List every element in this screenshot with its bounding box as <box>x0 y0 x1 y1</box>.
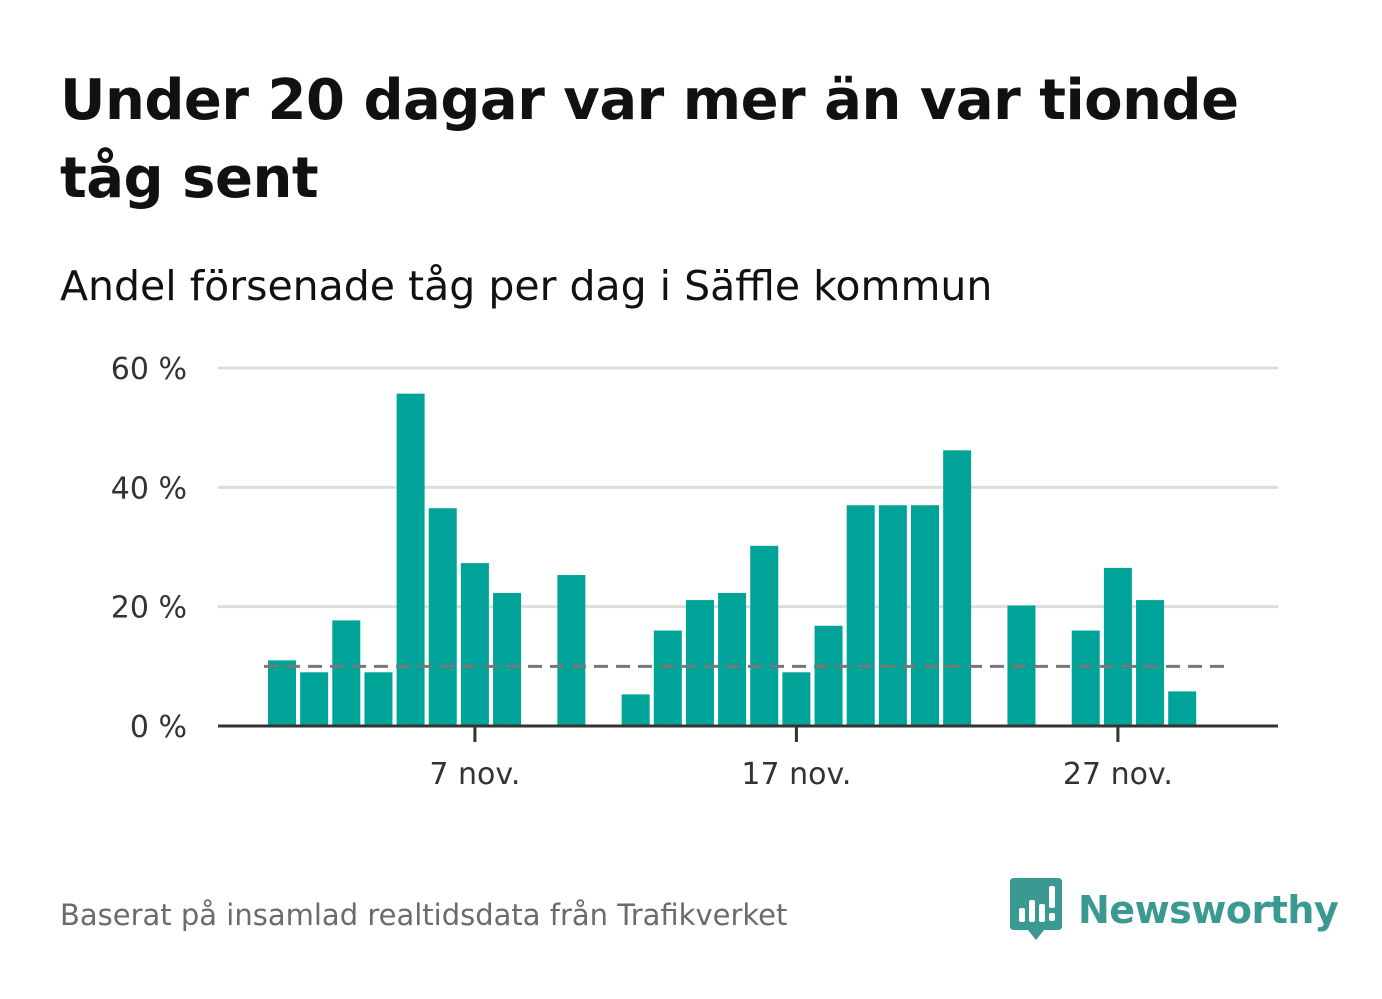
bar <box>750 545 779 726</box>
bar <box>878 505 907 726</box>
brand-name: Newsworthy <box>1078 888 1339 932</box>
chart-subtitle: Andel försenade tåg per dag i Säffle kom… <box>60 262 993 310</box>
newsworthy-chart-bubble-icon <box>1010 878 1062 940</box>
bars <box>268 393 1197 726</box>
x-tick-label: 17 nov. <box>741 757 851 792</box>
x-tick-label: 27 nov. <box>1063 757 1173 792</box>
y-tick-label: 0 % <box>130 710 187 745</box>
bar <box>493 592 522 726</box>
bar <box>621 694 650 726</box>
bar <box>460 563 489 726</box>
bar <box>846 505 875 726</box>
bar <box>1071 630 1100 726</box>
bar <box>557 575 586 726</box>
axes: 0 % 20 % 40 % 60 % 7 nov. 17 nov. 27 nov. <box>111 352 1278 792</box>
bar <box>1103 567 1132 726</box>
bar <box>814 625 843 726</box>
bar <box>782 672 811 726</box>
y-tick-label: 40 % <box>111 471 187 506</box>
newsworthy-logo: Newsworthy <box>1010 878 1339 942</box>
bar <box>396 393 425 726</box>
grid-lines <box>218 366 1278 609</box>
bar <box>685 600 714 726</box>
source-note: Baserat på insamlad realtidsdata från Tr… <box>60 898 788 932</box>
bar <box>268 660 296 726</box>
y-tick-label: 60 % <box>111 352 187 387</box>
bar <box>718 592 747 726</box>
bar <box>364 672 393 726</box>
bar <box>428 508 457 726</box>
bar <box>653 630 682 726</box>
bar <box>1168 691 1197 726</box>
x-tick-label: 7 nov. <box>429 757 520 792</box>
bar <box>1136 600 1165 726</box>
bar <box>332 620 361 726</box>
chart-title: Under 20 dagar var mer än var tionde tåg… <box>60 68 1239 211</box>
bar <box>300 672 329 726</box>
bar <box>911 505 939 726</box>
y-tick-label: 20 % <box>111 591 187 626</box>
bar <box>943 450 972 726</box>
